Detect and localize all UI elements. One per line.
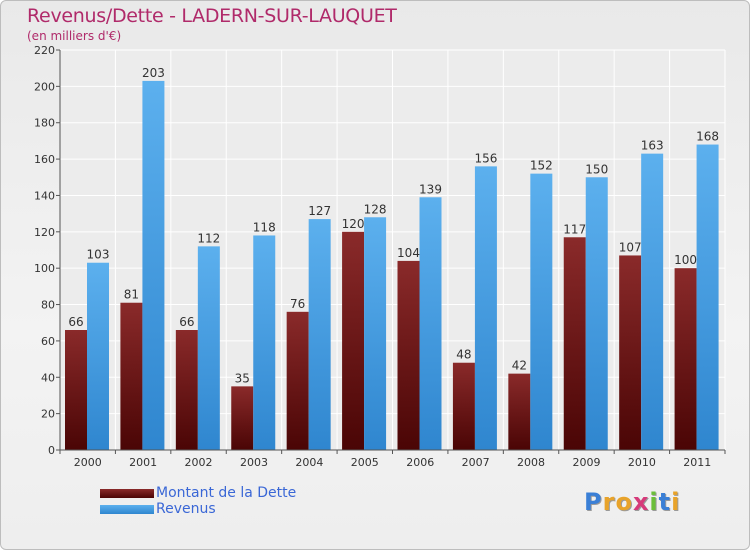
- y-tick-label: 20: [41, 408, 55, 421]
- bar-revenue: [419, 197, 442, 450]
- data-label-debt: 66: [179, 315, 194, 329]
- y-tick-label: 40: [41, 371, 55, 384]
- legend-label-revenue: Revenus: [156, 501, 216, 517]
- y-tick-label: 180: [34, 117, 55, 130]
- proxiti-logo: Proxiti: [584, 488, 680, 516]
- y-tick-label: 220: [34, 44, 55, 57]
- data-label-revenue: 139: [419, 182, 442, 196]
- data-label-revenue: 150: [585, 162, 608, 176]
- y-tick-label: 60: [41, 335, 55, 348]
- logo-letter: r: [602, 488, 616, 516]
- chart-title: Revenus/Dette - LADERN-SUR-LAUQUET: [27, 5, 397, 27]
- x-tick-label: 2002: [185, 456, 213, 469]
- data-label-revenue: 168: [696, 130, 719, 144]
- bar-revenue: [87, 262, 109, 450]
- bar-debt: [286, 311, 309, 450]
- bar-revenue: [253, 235, 276, 450]
- legend-label-debt: Montant de la Dette: [156, 485, 297, 501]
- bar-debt: [563, 237, 586, 450]
- data-label-debt: 76: [290, 297, 305, 311]
- data-label-revenue: 103: [87, 248, 110, 262]
- data-label-debt: 107: [619, 240, 642, 254]
- bar-revenue: [530, 173, 553, 451]
- data-label-debt: 48: [456, 348, 471, 362]
- logo-letter: t: [658, 488, 672, 516]
- data-label-debt: 81: [124, 288, 139, 302]
- data-label-debt: 120: [342, 217, 365, 231]
- data-label-debt: 42: [512, 359, 527, 373]
- y-tick-label: 120: [34, 226, 55, 239]
- x-tick-label: 2010: [628, 456, 656, 469]
- y-tick-label: 200: [34, 80, 55, 93]
- x-tick-label: 2005: [351, 456, 379, 469]
- logo-letter: x: [632, 488, 650, 516]
- data-label-revenue: 152: [530, 159, 553, 173]
- y-tick-label: 160: [34, 153, 55, 166]
- x-tick-label: 2011: [683, 456, 711, 469]
- logo-letter: i: [671, 488, 681, 516]
- x-tick-label: 2007: [462, 456, 490, 469]
- bar-revenue: [641, 153, 664, 451]
- data-label-revenue: 118: [253, 220, 276, 234]
- bar-debt: [120, 302, 143, 450]
- logo-letter: P: [584, 488, 603, 516]
- bar-debt: [452, 362, 475, 450]
- bar-debt: [65, 330, 87, 450]
- y-tick-label: 140: [34, 189, 55, 202]
- data-label-debt: 104: [397, 246, 420, 260]
- bar-revenue: [308, 219, 331, 450]
- y-tick-label: 100: [34, 262, 55, 275]
- logo-letter: i: [649, 488, 659, 516]
- y-tick-label: 0: [48, 444, 55, 457]
- bar-debt: [175, 330, 198, 450]
- bar-debt: [508, 373, 531, 450]
- bar-revenue: [197, 246, 220, 450]
- x-tick-label: 2008: [517, 456, 545, 469]
- data-label-revenue: 163: [641, 139, 664, 153]
- data-label-revenue: 127: [308, 204, 331, 218]
- data-label-revenue: 203: [142, 66, 165, 80]
- bar-revenue: [364, 217, 387, 450]
- data-label-revenue: 112: [197, 231, 220, 245]
- x-tick-label: 2000: [74, 456, 102, 469]
- bar-debt: [231, 386, 254, 450]
- bar-revenue: [474, 166, 497, 450]
- bar-debt: [397, 260, 420, 450]
- data-label-debt: 100: [674, 253, 697, 267]
- bar-revenue: [696, 144, 719, 450]
- x-tick-label: 2001: [129, 456, 157, 469]
- x-tick-label: 2009: [572, 456, 600, 469]
- data-label-revenue: 128: [364, 202, 387, 216]
- logo-letter: o: [615, 488, 633, 516]
- legend-swatch-revenue: [100, 505, 154, 514]
- data-label-debt: 35: [235, 371, 250, 385]
- bar-debt: [674, 268, 697, 450]
- data-label-revenue: 156: [474, 151, 497, 165]
- bar-debt: [342, 231, 365, 450]
- bar-revenue: [585, 177, 608, 451]
- x-tick-label: 2004: [295, 456, 323, 469]
- x-tick-label: 2003: [240, 456, 268, 469]
- y-tick-label: 80: [41, 299, 55, 312]
- data-label-debt: 117: [563, 222, 586, 236]
- bar-revenue: [142, 80, 165, 450]
- chart-subtitle: (en milliers d'€): [27, 29, 122, 43]
- x-tick-label: 2006: [406, 456, 434, 469]
- bar-debt: [619, 255, 642, 450]
- data-label-debt: 66: [68, 315, 83, 329]
- legend-swatch-debt: [100, 489, 154, 498]
